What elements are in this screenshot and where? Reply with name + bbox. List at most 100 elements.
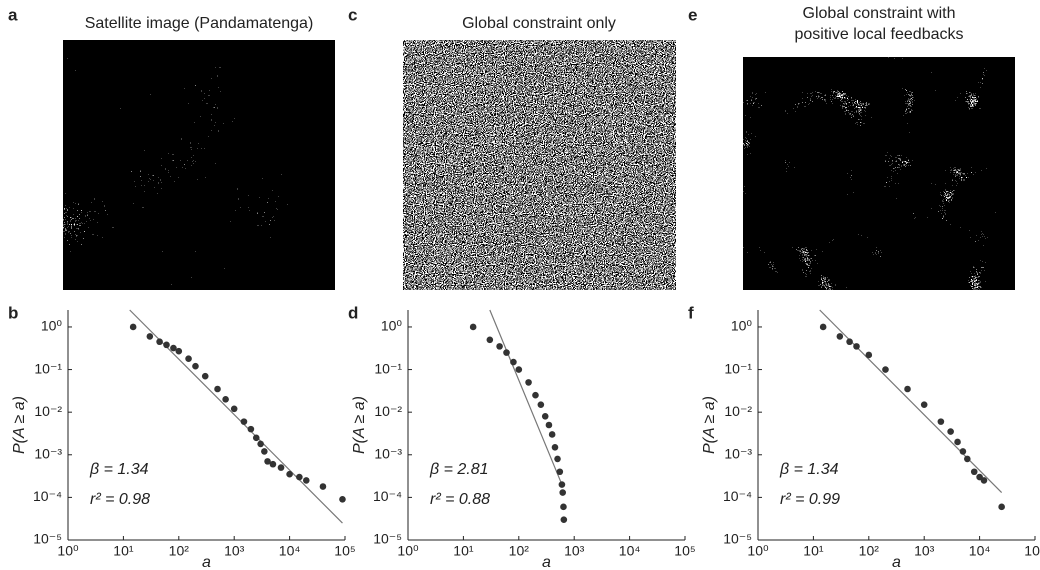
data-point — [163, 341, 170, 349]
x-axis-label: a — [892, 554, 901, 570]
x-tick-label: 10¹ — [113, 543, 134, 559]
data-point — [222, 396, 229, 403]
data-point — [537, 401, 545, 408]
model-image — [403, 40, 676, 290]
data-point — [170, 344, 177, 352]
y-tick-label: 10⁻⁴ — [723, 488, 752, 504]
y-tick-label: 10⁻⁵ — [33, 531, 62, 547]
y-axis-label: P(A ≥ a) — [701, 396, 718, 454]
data-point — [980, 477, 988, 484]
x-tick-label: 10³ — [564, 543, 585, 559]
data-point — [998, 503, 1005, 511]
data-point — [964, 455, 971, 463]
x-tick-label: 10³ — [914, 543, 935, 559]
data-point — [175, 347, 183, 355]
data-point — [947, 428, 954, 435]
y-tick-label: 10⁻² — [724, 403, 752, 419]
annotation: r² = 0.88 — [430, 491, 490, 508]
data-point — [959, 448, 967, 455]
y-axis-label: P(A ≥ a) — [351, 396, 368, 454]
x-tick-label: 10⁴ — [969, 543, 991, 559]
data-point — [515, 366, 523, 373]
x-tick-label: 10³ — [224, 543, 245, 559]
x-tick-label: 10⁴ — [279, 543, 301, 559]
data-point — [541, 413, 549, 420]
x-tick-label: 10² — [169, 543, 190, 559]
data-point — [319, 483, 327, 490]
x-tick-label: 10² — [859, 543, 880, 559]
image-title: Global constraint only — [462, 15, 616, 32]
data-point — [560, 516, 568, 523]
data-point — [261, 448, 268, 455]
data-point — [214, 385, 221, 393]
data-point — [496, 343, 503, 350]
data-point — [865, 351, 873, 359]
data-point — [836, 333, 844, 340]
data-point — [201, 372, 209, 380]
data-point — [545, 421, 553, 429]
y-tick-label: 10⁻⁵ — [723, 531, 752, 547]
data-point — [551, 443, 559, 451]
x-tick-label: 10⁰ — [57, 543, 79, 559]
x-tick-label: 10⁰ — [747, 543, 769, 559]
panel-letter: a — [8, 5, 18, 24]
y-tick-label: 10⁻¹ — [724, 360, 752, 376]
data-point — [129, 323, 137, 331]
data-point — [503, 349, 510, 356]
data-point — [532, 391, 539, 399]
data-point — [554, 455, 561, 463]
annotation: β = 1.34 — [89, 461, 149, 478]
data-point — [185, 355, 192, 362]
data-point — [192, 362, 199, 370]
x-tick-label: 10⁵ — [334, 543, 355, 559]
fit-line — [819, 309, 1003, 493]
y-axis-label: P(A ≥ a) — [11, 396, 28, 454]
data-point — [156, 338, 163, 346]
data-point — [525, 379, 532, 386]
data-point — [240, 418, 248, 425]
panel-letter: c — [348, 5, 357, 24]
y-tick-label: 10⁰ — [41, 318, 63, 334]
data-point — [146, 333, 154, 340]
data-point — [970, 468, 978, 476]
data-point — [920, 401, 928, 408]
data-point — [954, 438, 961, 446]
data-point — [904, 385, 911, 393]
image-title: Satellite image (Pandamatenga) — [85, 15, 314, 32]
y-tick-label: 10⁻³ — [724, 445, 752, 461]
data-point — [252, 434, 260, 442]
image-title: positive local feedbacks — [795, 26, 964, 43]
data-point — [558, 481, 566, 488]
data-point — [230, 405, 238, 413]
y-tick-label: 10⁻⁴ — [33, 488, 62, 504]
x-axis-label: a — [542, 554, 551, 570]
data-point — [560, 503, 567, 511]
y-tick-label: 10⁻¹ — [374, 360, 402, 376]
data-point — [286, 470, 293, 478]
data-point — [882, 366, 889, 373]
panel-letter: b — [8, 303, 18, 322]
fit-line — [489, 309, 563, 485]
y-tick-label: 10⁻⁴ — [373, 488, 402, 504]
data-point — [937, 418, 945, 425]
x-tick-label: 10⁴ — [619, 543, 641, 559]
x-tick-label: 10⁵ — [674, 543, 695, 559]
y-tick-label: 10⁰ — [381, 318, 403, 334]
y-tick-label: 10⁻² — [34, 403, 62, 419]
panel-letter: d — [348, 303, 358, 322]
panel-letter: e — [688, 5, 697, 24]
data-point — [257, 440, 264, 448]
y-tick-label: 10⁻³ — [34, 445, 62, 461]
data-point — [846, 338, 853, 346]
y-tick-label: 10⁻¹ — [34, 360, 62, 376]
data-point — [486, 336, 494, 344]
y-tick-label: 10⁻³ — [374, 445, 402, 461]
data-point — [853, 343, 860, 350]
data-point — [277, 464, 285, 471]
panel-letter: f — [688, 303, 694, 322]
data-point — [510, 358, 517, 366]
x-axis-label: a — [202, 554, 211, 570]
x-tick-label: 10¹ — [453, 543, 474, 559]
image-title: Global constraint with — [803, 5, 956, 22]
